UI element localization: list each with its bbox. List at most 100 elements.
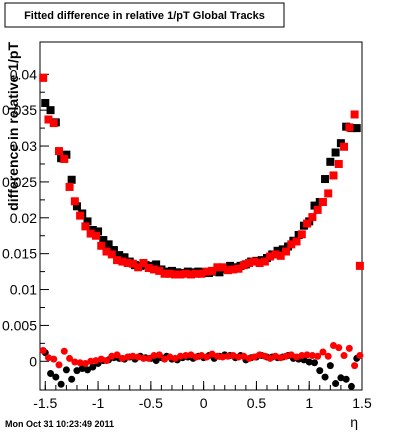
- data-point-square: [107, 250, 116, 259]
- data-point-square: [218, 263, 227, 272]
- data-point-square: [128, 259, 137, 268]
- data-point-square: [104, 240, 113, 249]
- data-point-circle: [52, 373, 60, 381]
- data-point-square: [86, 229, 95, 238]
- data-point-circle: [108, 352, 116, 360]
- y-tick-label: 0.015: [2, 246, 37, 262]
- data-point-circle: [337, 374, 345, 382]
- data-point-circle: [198, 352, 206, 360]
- data-point-circle: [203, 353, 211, 361]
- data-point-square: [331, 148, 340, 157]
- data-point-circle: [47, 369, 55, 377]
- data-point-circle: [55, 361, 63, 369]
- data-point-square: [355, 261, 364, 270]
- data-point-square: [144, 264, 153, 273]
- data-point-square: [297, 230, 306, 239]
- data-point-square: [334, 159, 343, 168]
- data-point-circle: [92, 357, 100, 365]
- data-point-square: [49, 119, 58, 128]
- data-point-square: [276, 251, 285, 260]
- data-point-square: [321, 175, 330, 184]
- data-point-circle: [345, 344, 353, 352]
- data-point-square: [292, 237, 301, 246]
- data-point-circle: [308, 352, 316, 360]
- data-point-circle: [39, 347, 47, 355]
- data-point-square: [39, 73, 48, 82]
- data-point-square: [352, 124, 361, 133]
- data-point-circle: [329, 342, 337, 350]
- data-point-square: [260, 257, 269, 266]
- data-point-square: [76, 211, 85, 220]
- data-point-circle: [84, 366, 92, 374]
- data-point-circle: [347, 382, 355, 390]
- data-point-circle: [166, 353, 174, 361]
- data-point-circle: [182, 352, 190, 360]
- data-point-circle: [60, 347, 68, 355]
- data-point-circle: [250, 353, 258, 361]
- data-point-circle: [319, 348, 327, 356]
- x-tick-label: 1.5: [352, 395, 372, 411]
- data-point-square: [99, 236, 108, 245]
- data-point-square: [115, 251, 124, 260]
- data-point-circle: [261, 352, 269, 360]
- data-point-square: [340, 142, 349, 151]
- data-point-square: [171, 270, 180, 279]
- data-point-circle: [89, 363, 97, 371]
- data-point-circle: [303, 351, 311, 359]
- data-point-circle: [73, 367, 81, 375]
- data-point-circle: [66, 354, 74, 362]
- data-point-square: [123, 258, 132, 267]
- data-point-circle: [44, 354, 52, 362]
- y-tick-label: 0: [29, 353, 37, 369]
- data-point-circle: [192, 353, 200, 361]
- data-point-circle: [245, 354, 253, 362]
- data-point-circle: [161, 355, 169, 363]
- x-axis: -1.5 -1 -0.5 0 0.5 1 1.5: [33, 381, 372, 411]
- data-point-square: [134, 263, 143, 272]
- data-point-circle: [316, 367, 324, 375]
- data-points: [39, 73, 364, 390]
- data-point-circle: [87, 357, 95, 365]
- plot-frame: [39, 41, 363, 391]
- data-point-circle: [287, 351, 295, 359]
- data-point-square: [239, 261, 248, 270]
- data-point-square: [91, 231, 100, 240]
- data-point-circle: [234, 353, 242, 361]
- data-point-square: [109, 246, 118, 255]
- data-point-circle: [213, 352, 221, 360]
- data-point-circle: [57, 380, 65, 388]
- data-point-square: [113, 256, 122, 265]
- data-point-square: [350, 110, 359, 119]
- data-point-square: [44, 115, 53, 124]
- data-point-square: [46, 106, 55, 115]
- data-point-square: [303, 219, 312, 228]
- data-point-circle: [62, 366, 70, 374]
- data-point-square: [308, 213, 317, 222]
- data-point-circle: [266, 354, 274, 362]
- x-axis-label: η: [350, 414, 358, 430]
- data-point-circle: [335, 344, 343, 352]
- data-point-circle: [324, 352, 332, 360]
- data-point-square: [65, 182, 74, 191]
- data-point-circle: [78, 364, 86, 372]
- data-point-square: [150, 265, 159, 274]
- data-point-square: [234, 264, 243, 273]
- data-point-circle: [155, 351, 163, 359]
- data-point-circle: [321, 373, 329, 381]
- data-point-square: [97, 241, 106, 250]
- y-tick-label: 0.025: [2, 174, 37, 190]
- data-point-square: [345, 123, 354, 132]
- y-tick-label: 0.005: [2, 317, 37, 333]
- data-point-circle: [118, 354, 126, 362]
- data-point-circle: [97, 355, 105, 363]
- data-point-circle: [150, 352, 158, 360]
- data-point-square: [139, 258, 148, 267]
- y-axis-label: difference in relative 1/pT: [5, 42, 21, 211]
- data-point-circle: [240, 352, 248, 360]
- data-point-circle: [129, 352, 137, 360]
- data-point-square: [120, 253, 129, 262]
- data-point-square: [202, 267, 211, 276]
- y-tick-label: 0.03: [10, 138, 37, 154]
- x-tick-label: 0.5: [247, 395, 267, 411]
